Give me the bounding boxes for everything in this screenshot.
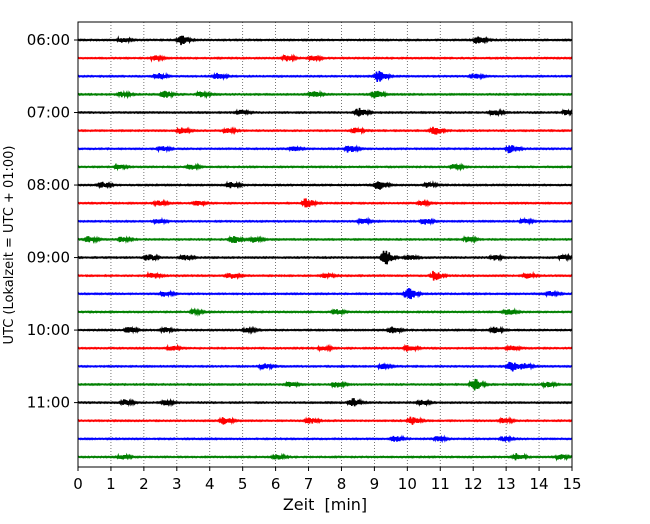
seismic-trace-0615 (77, 53, 573, 63)
seismic-trace-0645 (77, 89, 573, 100)
x-tick-label: 14 (530, 475, 549, 493)
y-tick-label: 07:00 (27, 104, 70, 122)
seismic-trace-0715 (77, 126, 573, 136)
seismic-trace-1115 (77, 416, 573, 425)
x-tick-label: 10 (398, 475, 417, 493)
grid-layer (110, 22, 540, 467)
x-tick-label: 8 (337, 475, 347, 493)
seismic-trace-1045 (77, 378, 573, 391)
x-tick-label: 13 (497, 475, 516, 493)
y-tick-label: 10:00 (27, 321, 70, 339)
y-tick-label: 09:00 (27, 249, 70, 267)
seismic-trace-0915 (77, 270, 573, 281)
seismic-trace-0700 (77, 107, 573, 118)
seismic-trace-0845 (77, 234, 573, 245)
seismic-trace-0630 (77, 70, 573, 82)
seismic-trace-1100 (77, 397, 573, 408)
x-tick-label: 11 (431, 475, 450, 493)
plot-frame (77, 21, 573, 468)
seismic-trace-0900 (77, 250, 573, 265)
seismic-trace-0945 (77, 307, 573, 317)
x-tick-label: 4 (205, 475, 215, 493)
seismic-trace-1000 (77, 325, 573, 335)
y-tick-label: 11:00 (27, 394, 70, 412)
x-axis-label: Zeit [min] (283, 495, 367, 514)
x-tick-label: 0 (73, 475, 83, 493)
seismic-trace-0730 (77, 144, 573, 154)
y-axis-label: UTC (Lokalzeit = UTC + 01:00) (2, 146, 17, 345)
seismic-trace-1015 (77, 343, 573, 353)
trace-layer (77, 35, 573, 462)
x-tick-label: 12 (464, 475, 483, 493)
seismic-trace-1130 (77, 434, 573, 444)
seismic-trace-0815 (77, 198, 573, 208)
seismic-trace-0745 (77, 162, 573, 172)
x-tick-label: 1 (106, 475, 116, 493)
y-tick-label: 08:00 (27, 176, 70, 194)
seismic-trace-0830 (77, 216, 573, 226)
x-tick-label: 6 (271, 475, 281, 493)
x-tick-label: 9 (370, 475, 380, 493)
tick-layer: 0 1 2 3 4 5 6 7 8 9 10 11 12 13 14 1506:0007:0008:0009:… (27, 31, 582, 493)
seismic-trace-1030 (77, 361, 573, 372)
x-tick-label: 15 (562, 475, 581, 493)
x-tick-label: 3 (172, 475, 182, 493)
x-tick-label: 7 (304, 475, 314, 493)
seismic-trace-0930 (77, 288, 573, 300)
seismic-trace-0800 (77, 180, 573, 190)
x-tick-label: 2 (139, 475, 149, 493)
x-tick-label: 5 (238, 475, 248, 493)
y-tick-label: 06:00 (27, 31, 70, 49)
seismic-trace-0600 (77, 35, 573, 46)
seismic-trace-1145 (77, 452, 573, 462)
